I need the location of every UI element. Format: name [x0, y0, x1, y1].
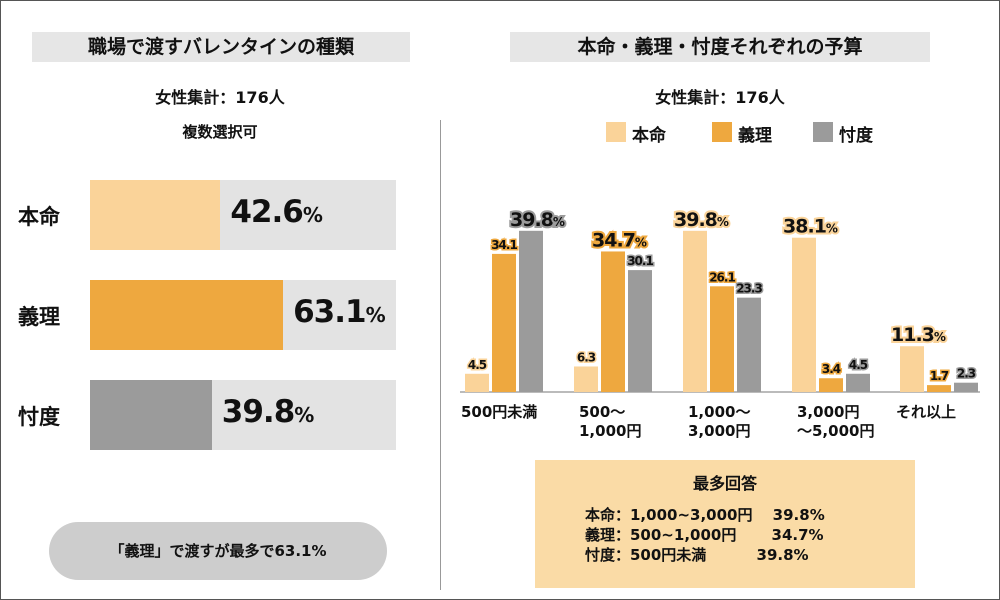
bar-value-label: 6.3: [577, 350, 596, 364]
bar-value-label: 34.7%: [592, 229, 647, 251]
hbar-category-label: 忖度: [18, 405, 60, 429]
bar-本命-4: [900, 346, 924, 392]
legend-label-honmei: 本命: [632, 126, 666, 146]
bar-value-label: 26.1: [709, 270, 735, 284]
bar-value-label: 30.1: [627, 254, 653, 268]
bar-義理-4: [927, 385, 951, 392]
x-tick-label: 3,000円: [797, 403, 859, 421]
x-tick-label: 1,000円: [579, 422, 641, 440]
bar-value-label: 34.1: [491, 238, 517, 252]
bar-value-label: 1.7: [930, 369, 949, 383]
bar-忖度-0: [519, 230, 543, 392]
bar-本命-2: [683, 230, 707, 392]
bar-本命-3: [792, 237, 816, 392]
legend-swatch-giri: [712, 122, 732, 142]
summary-title: 最多回答: [692, 474, 757, 493]
bar-value-label: 38.1%: [783, 216, 838, 238]
hbar-track: [90, 280, 396, 350]
left-sample-size: 女性集計：176人: [155, 88, 285, 107]
summary-line-giri: 義理：500~1,000円 34.7%: [585, 526, 824, 544]
bar-義理-1: [601, 251, 625, 392]
bar-忖度-1: [628, 270, 652, 392]
legend-swatch-honmei: [606, 122, 626, 142]
summary-line-sontaku: 忖度：500円未満 39.8%: [585, 546, 809, 564]
right-chart-title: 本命・義理・忖度それぞれの予算: [510, 32, 930, 62]
left-chart-title: 職場で渡すバレンタインの種類: [32, 32, 410, 62]
bar-value-label: 4.5: [468, 358, 487, 372]
bar-本命-1: [574, 366, 598, 392]
conclusion-pill: 「義理」で渡すが最多で63.1%: [49, 522, 387, 580]
hbar-track: [90, 180, 396, 250]
x-tick-label: 500〜: [579, 403, 625, 421]
bar-義理-3: [819, 378, 843, 392]
x-tick-label: 500円未満: [461, 403, 537, 421]
bar-忖度-4: [954, 382, 978, 392]
legend-swatch-sontaku: [813, 122, 833, 142]
right-sample-size: 女性集計：176人: [655, 88, 785, 107]
bar-value-label: 11.3%: [891, 324, 946, 346]
x-tick-label: それ以上: [896, 403, 956, 421]
bar-value-label: 39.8%: [674, 209, 729, 231]
hbar-category-label: 本命: [18, 205, 60, 229]
panel-divider: [440, 120, 441, 590]
summary-box: 最多回答 本命：1,000~3,000円 39.8% 義理：500~1,000円…: [535, 460, 915, 588]
legend-label-sontaku: 忖度: [839, 126, 873, 146]
x-tick-label: 〜5,000円: [797, 422, 874, 440]
hbar-fill: [90, 180, 221, 250]
hbar-fill: [90, 380, 212, 450]
hbar-fill: [90, 280, 284, 350]
bar-value-label: 4.5: [849, 358, 868, 372]
bar-忖度-3: [846, 373, 870, 392]
grouped-bar-chart: 4.5 34.1 39.8% 500円未満 6.3 34.7% 30.1 500〜1,000円…: [460, 207, 980, 440]
bar-value-label: 2.3: [957, 367, 976, 381]
bar-value-label: 23.3: [736, 282, 762, 296]
hbar-value-label: 42.6%: [230, 194, 323, 230]
x-tick-label: 1,000〜: [688, 403, 750, 421]
left-note: 複数選択可: [182, 123, 258, 141]
hbar-category-label: 義理: [18, 305, 60, 329]
bar-義理-0: [492, 253, 516, 392]
bar-value-label: 39.8%: [510, 209, 565, 231]
bar-忖度-2: [737, 297, 761, 392]
bar-義理-2: [710, 286, 734, 392]
hbar-value-label: 39.8%: [221, 394, 315, 430]
x-tick-label: 3,000円: [688, 422, 750, 440]
hbar-value-label: 63.1%: [293, 294, 386, 330]
summary-line-honmei: 本命：1,000~3,000円 39.8%: [585, 506, 825, 524]
legend-label-giri: 義理: [738, 126, 772, 146]
bar-value-label: 3.4: [822, 362, 841, 376]
hbar-track: [90, 380, 396, 450]
bar-本命-0: [465, 373, 489, 392]
